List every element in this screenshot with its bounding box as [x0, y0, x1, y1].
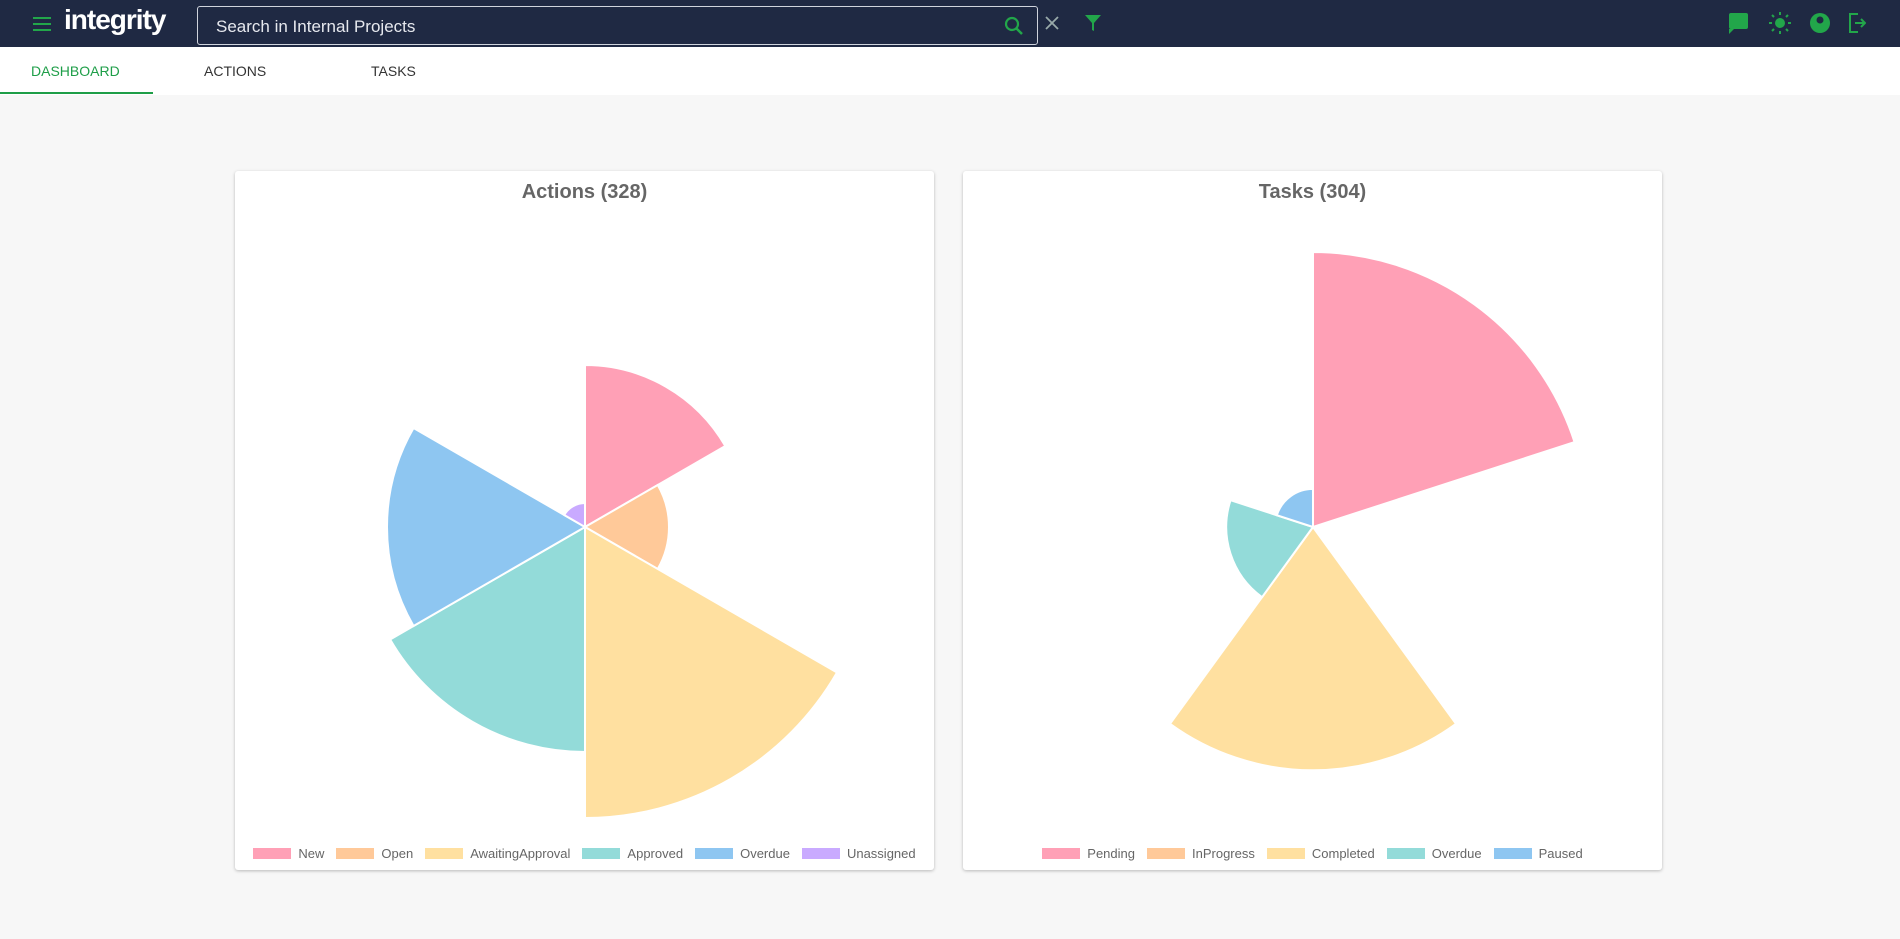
legend-label: InProgress — [1192, 846, 1255, 861]
polar-segment — [386, 426, 587, 628]
legend-swatch — [425, 848, 464, 859]
search-icon[interactable] — [1003, 15, 1025, 37]
legend-swatch — [1386, 848, 1425, 859]
legend-swatch — [1493, 848, 1532, 859]
legend-label: Paused — [1538, 846, 1583, 861]
polar-segment — [584, 363, 727, 529]
search-box[interactable]: Search in Internal Projects — [197, 6, 1038, 45]
legend-label: Completed — [1311, 846, 1375, 861]
legend-label: Overdue — [1431, 846, 1482, 861]
polar-segment — [583, 483, 670, 571]
chart-title: Actions (328) — [521, 181, 648, 203]
polar-segment — [562, 501, 586, 529]
legend-label: New — [298, 846, 325, 861]
legend-label: Approved — [627, 846, 684, 861]
tab-indicator — [0, 92, 153, 94]
legend-item: InProgress — [1147, 846, 1255, 861]
tab[interactable]: TASKS — [371, 63, 416, 79]
tab[interactable]: DASHBOARD — [31, 63, 120, 79]
chart-title: Tasks (304) — [1258, 181, 1367, 203]
logo[interactable]: integrity — [64, 4, 166, 35]
legend-item: Unassigned — [801, 846, 916, 861]
polar-segment — [1275, 487, 1314, 529]
top-bar: integrity Search in Internal Projects — [0, 0, 1900, 47]
legend-swatch — [695, 848, 734, 859]
chart-card: Actions (328) New Open AwaitingApproval Appr… — [235, 171, 934, 870]
legend-label: Unassigned — [846, 846, 916, 861]
legend-item: Overdue — [1386, 846, 1482, 861]
tab[interactable]: ACTIONS — [204, 63, 267, 79]
legend-label: Pending — [1087, 846, 1135, 861]
legend-item: Overdue — [695, 846, 790, 861]
legend-item: Approved — [582, 846, 683, 861]
legend-swatch — [801, 848, 840, 859]
legend-swatch — [1042, 848, 1081, 859]
search-placeholder: Search in Internal Projects — [216, 17, 416, 36]
legend-label: AwaitingApproval — [470, 846, 571, 861]
legend: Pending InProgress Completed Overdue Paused — [963, 846, 1662, 861]
chart-card: Tasks (304) Pending InProgress Completed Ove… — [963, 171, 1662, 870]
legend-item: AwaitingApproval — [425, 846, 570, 861]
clear-icon[interactable] — [1044, 15, 1060, 31]
legend-item: New — [253, 846, 324, 861]
legend-item: Completed — [1266, 846, 1375, 861]
polar-segment — [584, 525, 839, 820]
chart — [386, 363, 839, 820]
legend-swatch — [336, 848, 375, 859]
legend-label: Open — [381, 846, 414, 861]
polar-segment — [1168, 525, 1458, 772]
filter-icon[interactable] — [1083, 13, 1103, 33]
legend-item: Pending — [1042, 846, 1135, 861]
legend-label: Overdue — [740, 846, 790, 861]
polar-segment — [388, 525, 586, 754]
legend-swatch — [1266, 848, 1305, 859]
chart — [1168, 250, 1576, 772]
toolbar-icons — [1729, 12, 1866, 34]
legend-swatch — [253, 848, 292, 859]
polar-segment — [1312, 250, 1576, 529]
legend-item: Open — [336, 846, 413, 861]
legend-item: Paused — [1493, 846, 1583, 861]
legend-swatch — [582, 848, 621, 859]
legend: New Open AwaitingApproval Approved Overdue Un… — [235, 846, 934, 861]
legend-swatch — [1147, 848, 1185, 859]
polar-segment — [1225, 498, 1315, 599]
menu-icon[interactable] — [31, 14, 55, 34]
tab-bar: DASHBOARD ACTIONS TASKS — [0, 47, 1900, 95]
